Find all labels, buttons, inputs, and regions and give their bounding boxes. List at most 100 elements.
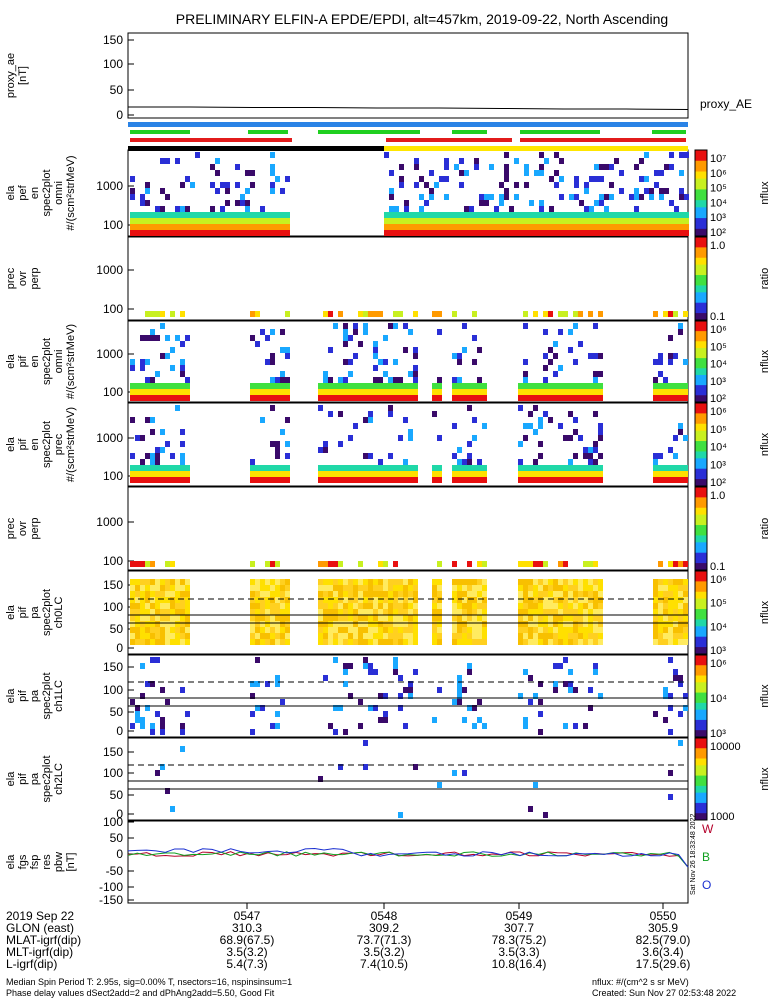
colorbar-step bbox=[695, 799, 707, 804]
colorbar-step bbox=[695, 643, 707, 648]
heatmap-cell bbox=[439, 224, 444, 230]
heatmap-cell bbox=[285, 585, 290, 591]
heatmap-cell bbox=[467, 459, 472, 465]
colorbar-step bbox=[695, 779, 707, 783]
table-row-label: MLT-igrf(dip) bbox=[6, 945, 73, 959]
tick-label: 1000 bbox=[96, 179, 123, 193]
heatmap-cell bbox=[135, 395, 140, 401]
heatmap-cell bbox=[175, 633, 180, 639]
heatmap-cell bbox=[477, 699, 482, 705]
colorbar-step bbox=[695, 451, 707, 456]
heatmap-cell bbox=[373, 633, 378, 639]
heatmap-cell bbox=[165, 218, 170, 224]
heatmap-cell bbox=[175, 224, 180, 230]
colorbar-step bbox=[695, 385, 707, 389]
heatmap-cell bbox=[538, 465, 543, 471]
tick-label: 150 bbox=[103, 745, 123, 759]
heatmap-cell bbox=[398, 627, 403, 633]
heatmap-cell bbox=[318, 389, 323, 395]
heatmap-cell bbox=[130, 621, 135, 627]
heatmap-cell bbox=[494, 230, 499, 236]
heatmap-cell bbox=[568, 621, 573, 627]
heatmap-cell bbox=[673, 591, 678, 597]
heatmap-cell bbox=[568, 347, 573, 353]
heatmap-cell bbox=[260, 627, 265, 633]
colorbar-step bbox=[695, 203, 707, 208]
heatmap-cell bbox=[150, 224, 155, 230]
heatmap-cell bbox=[437, 471, 442, 477]
heatmap-cell bbox=[378, 579, 383, 585]
heatmap-cell bbox=[403, 347, 408, 353]
tick-label: 0 bbox=[116, 807, 123, 821]
heatmap-cell bbox=[477, 603, 482, 609]
heatmap-cell bbox=[472, 609, 477, 615]
heatmap-cell bbox=[318, 477, 323, 483]
heatmap-cell bbox=[398, 395, 403, 401]
colorbar-step bbox=[695, 741, 707, 746]
table-cell: 3.5(3.3) bbox=[498, 945, 539, 959]
heatmap-cell bbox=[462, 627, 467, 633]
heatmap-cell bbox=[280, 347, 285, 353]
heatmap-cell bbox=[150, 417, 155, 423]
status-bar-yellow bbox=[384, 146, 688, 151]
heatmap-cell bbox=[414, 218, 419, 224]
heatmap-cell bbox=[408, 395, 413, 401]
heatmap-cell bbox=[563, 681, 568, 687]
heatmap-cell bbox=[170, 218, 175, 224]
panel-label: pif bbox=[17, 606, 29, 619]
heatmap-cell bbox=[568, 681, 573, 687]
heatmap-cell bbox=[533, 389, 538, 395]
heatmap-cell bbox=[328, 591, 333, 597]
heatmap-cell bbox=[140, 693, 145, 699]
colorbar-step bbox=[695, 403, 707, 407]
heatmap-cell bbox=[255, 681, 260, 687]
colorbar-step bbox=[695, 288, 707, 293]
heatmap-cell bbox=[528, 395, 533, 401]
heatmap-cell bbox=[348, 383, 353, 389]
heatmap-cell bbox=[155, 218, 160, 224]
heatmap-cell bbox=[524, 212, 529, 218]
heatmap-cell bbox=[609, 182, 614, 188]
heatmap-cell bbox=[255, 579, 260, 585]
heatmap-cell bbox=[467, 669, 472, 675]
heatmap-cell bbox=[160, 465, 165, 471]
heatmap-cell bbox=[414, 164, 419, 170]
heatmap-cell bbox=[280, 639, 285, 645]
heatmap-cell bbox=[452, 471, 457, 477]
heatmap-cell bbox=[614, 218, 619, 224]
heatmap-cell bbox=[160, 597, 165, 603]
heatmap-cell bbox=[165, 633, 170, 639]
heatmap-cell bbox=[444, 212, 449, 218]
colorbar-step bbox=[695, 744, 707, 749]
colorbar-step bbox=[695, 806, 707, 811]
heatmap-cell bbox=[678, 711, 683, 717]
heatmap-cell bbox=[548, 311, 553, 317]
heatmap-cell bbox=[220, 206, 225, 212]
heatmap-cell bbox=[165, 335, 170, 341]
heatmap-cell bbox=[358, 609, 363, 615]
heatmap-cell bbox=[398, 693, 403, 699]
heatmap-cell bbox=[180, 389, 185, 395]
heatmap-cell bbox=[145, 585, 150, 591]
heatmap-cell bbox=[664, 164, 669, 170]
heatmap-cell bbox=[328, 639, 333, 645]
heatmap-cell bbox=[629, 218, 634, 224]
heatmap-cell bbox=[568, 465, 573, 471]
colorbar-frame bbox=[694, 737, 708, 821]
heatmap-cell bbox=[140, 435, 145, 441]
heatmap-cell bbox=[270, 615, 275, 621]
heatmap-cell bbox=[539, 206, 544, 212]
heatmap-cell bbox=[449, 230, 454, 236]
heatmap-cell bbox=[155, 615, 160, 621]
heatmap-cell bbox=[140, 335, 145, 341]
heatmap-cell bbox=[664, 212, 669, 218]
heatmap-cell bbox=[398, 579, 403, 585]
heatmap-cell bbox=[368, 663, 373, 669]
heatmap-cell bbox=[413, 627, 418, 633]
heatmap-cell bbox=[318, 465, 323, 471]
heatmap-cell bbox=[180, 621, 185, 627]
heatmap-cell bbox=[563, 603, 568, 609]
heatmap-cell bbox=[472, 639, 477, 645]
heatmap-cell bbox=[663, 693, 668, 699]
